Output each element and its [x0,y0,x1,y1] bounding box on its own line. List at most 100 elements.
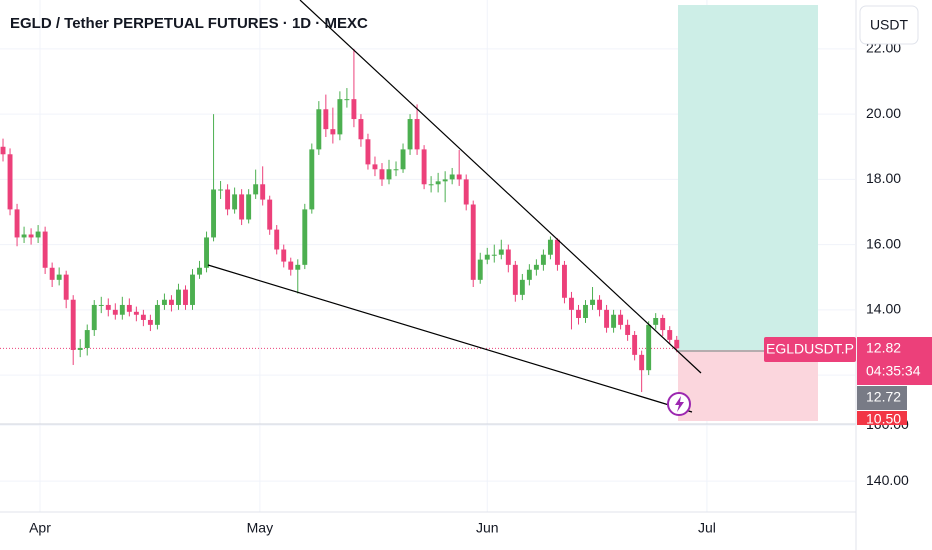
candle-body [119,304,125,315]
candle-body [540,254,546,265]
candle-layer [0,48,680,393]
candle-body [372,164,378,170]
candle-body [660,318,666,331]
candle-body [583,304,588,318]
candle-body [590,299,595,305]
candle-body [667,330,673,340]
candle-body [498,249,504,255]
x-tick-label: Jun [476,520,499,536]
trend-line-lower [207,264,693,413]
candle-body [463,179,469,205]
candle-body [260,184,266,200]
candle-body [597,299,603,310]
y2-tick-label: 140.00 [866,472,909,488]
candle-body [526,269,532,280]
candle-body [512,264,518,295]
candle-body [625,324,631,335]
candle-body [112,309,118,315]
candle-body [358,119,364,140]
candle-body [126,304,132,312]
candle-body [288,261,294,270]
candle-body [197,267,202,275]
candle-body [435,181,441,185]
candle-body [505,249,511,265]
candle-body [576,309,581,318]
candle-body [225,189,231,210]
candle-body [323,109,329,130]
candle-body [519,279,525,295]
alert-bolt [675,396,684,412]
candle-body [316,109,322,150]
candle-body [428,184,434,186]
candle-body [211,189,217,238]
trend-line-upper [299,0,702,374]
candle-body [56,274,62,280]
candle-body [70,299,76,350]
candle-body [7,154,13,210]
candle-body [344,99,350,101]
symbol-tag [764,337,856,362]
candle-body [604,309,610,328]
candle-body [183,289,188,305]
candle-body [330,129,336,135]
candle-body [379,169,385,180]
candle-body [400,149,406,170]
candle-body [295,264,301,270]
candle-body [484,254,490,260]
candle-body [393,169,399,171]
candle-body [547,239,553,255]
currency-label: USDT [870,17,909,33]
candle-body [77,348,83,350]
stop-tag [857,411,907,425]
candle-body [569,297,574,310]
candle-body [28,234,34,238]
candle-body [168,299,174,305]
candle-body [98,304,104,306]
candle-body [533,264,539,270]
candle-body [337,99,343,135]
candle-body [561,264,567,298]
y-tick-label: 20.00 [866,105,901,121]
target-tag [857,386,907,410]
currency-button[interactable] [859,5,919,45]
symbol-label: EGLDUSDT.P [766,341,854,357]
candle-body [154,304,160,325]
candle-body [105,304,111,310]
candle-body [63,274,69,300]
candle-body [477,259,483,280]
candle-body [456,174,462,180]
candle-body [161,299,167,305]
candle-body [407,119,413,150]
candle-body [147,319,153,325]
stop-price: 10.50 [866,411,901,427]
candle-body [639,354,645,371]
candle-body [49,267,55,280]
candle-body [674,339,680,349]
candle-body [386,169,392,180]
candle-body [302,209,308,265]
x-tick-label: May [247,520,273,536]
candle-body [218,189,224,191]
countdown: 04:35:34 [866,363,921,379]
candle-body [421,149,427,185]
candle-body [35,231,41,238]
x-tick-label: Jul [698,520,716,536]
candle-body [204,237,209,268]
candle-body [470,204,476,280]
candle-body [281,249,287,262]
candle-body [253,184,259,195]
y-tick-label: 16.00 [866,235,901,251]
candle-body [491,254,497,256]
candle-body [365,139,371,165]
candle-body [611,314,617,328]
y-tick-label: 18.00 [866,170,901,186]
candle-body [632,334,638,355]
candle-body [133,311,139,315]
candle-body [653,318,659,325]
candle-body [239,194,245,220]
candle-body [176,289,181,305]
candle-body [267,199,273,230]
x-tick-label: Apr [29,520,51,536]
last-price: 12.82 [866,340,901,356]
